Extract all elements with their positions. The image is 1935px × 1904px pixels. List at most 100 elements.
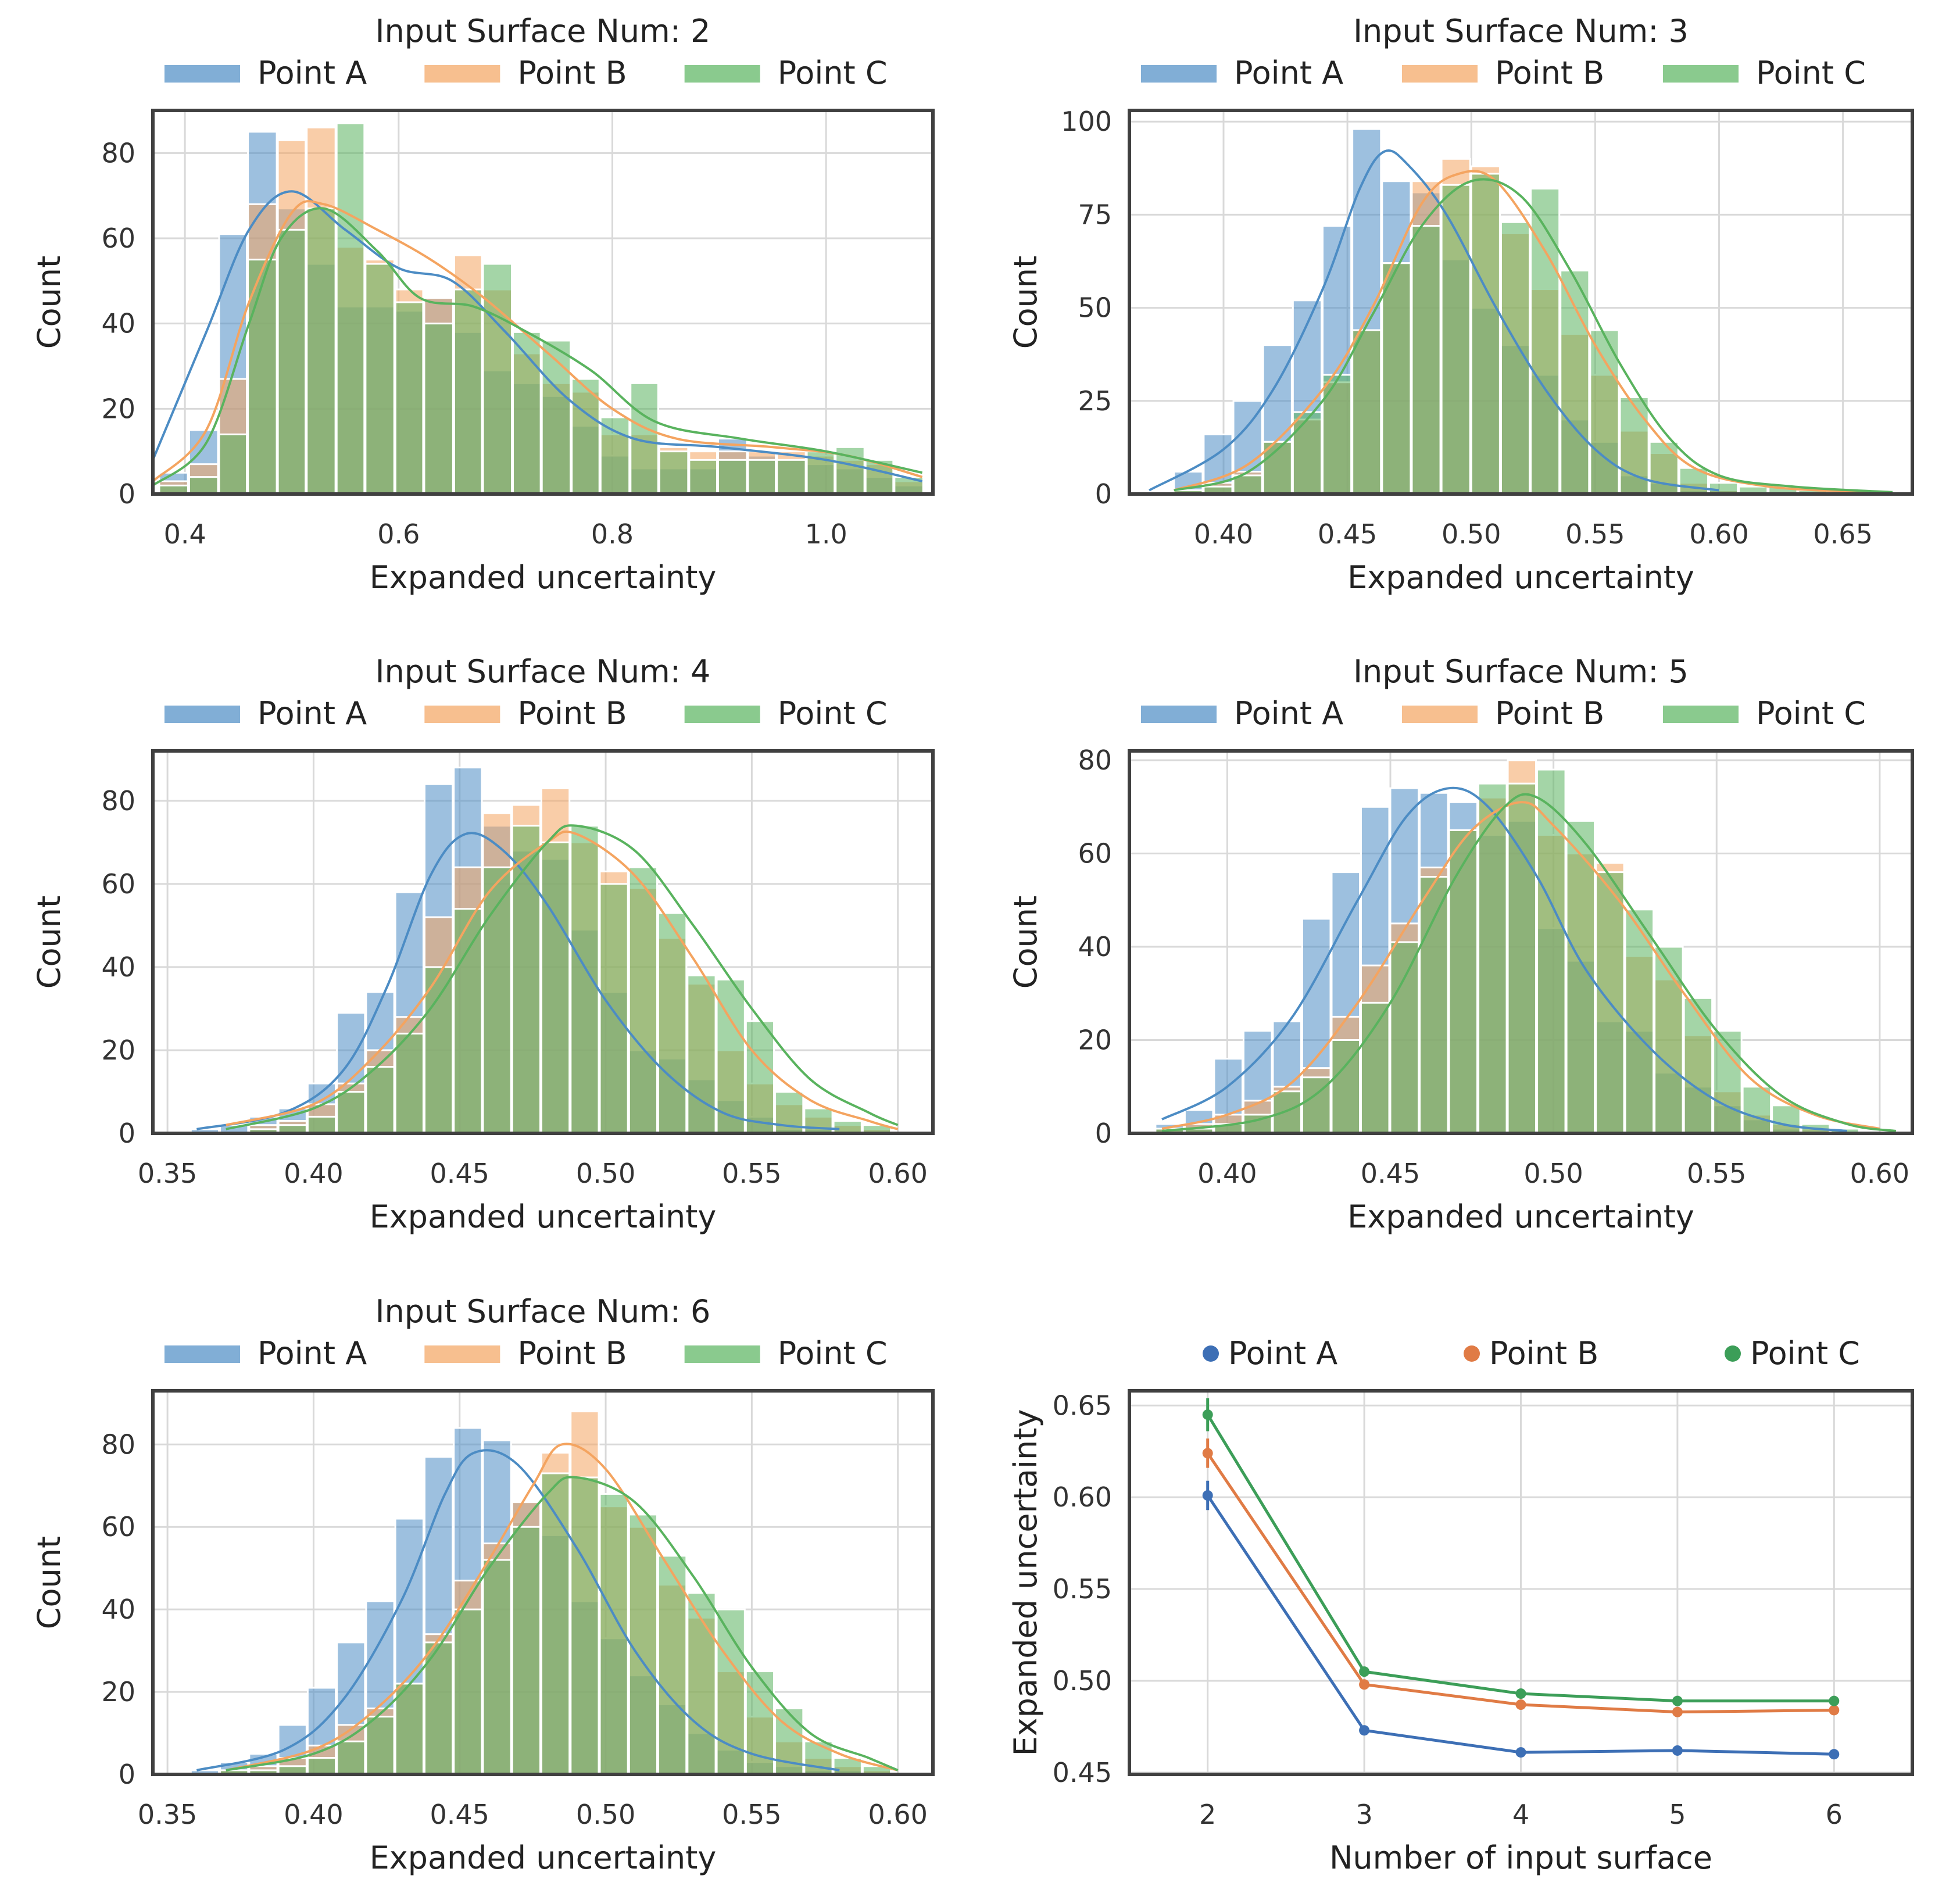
kde-point-b bbox=[1174, 170, 1868, 493]
kde-point-c bbox=[1161, 793, 1897, 1132]
plot-frame bbox=[1128, 109, 1914, 496]
kde-point-a bbox=[196, 832, 840, 1130]
bar-point-c bbox=[482, 1559, 512, 1776]
bar-point-c bbox=[336, 1090, 366, 1134]
bar-point-c bbox=[335, 122, 366, 495]
bar-point-c bbox=[277, 228, 307, 495]
y-tick-label: 0.45 bbox=[1053, 1757, 1112, 1788]
x-tick-label: 0.50 bbox=[576, 1158, 635, 1189]
legend-label: Point C bbox=[1750, 1335, 1860, 1372]
bar-point-c bbox=[1351, 329, 1382, 495]
bar-point-c bbox=[1360, 1001, 1390, 1134]
panel-1: 0.4 0.6 0.8 1.0 0 20 40 60 80 Expanded uncertaint… bbox=[31, 13, 935, 596]
chart-title: Input Surface Num: 5 bbox=[1353, 653, 1689, 690]
y-tick-label: 80 bbox=[101, 785, 135, 817]
legend: Point A Point B Point C bbox=[1141, 55, 1866, 91]
legend-swatch bbox=[1402, 65, 1478, 83]
kde-point-a bbox=[152, 190, 923, 482]
panel-6: 2 3 4 5 6 0.45 0.50 0.55 0.60 0.65 Number of input… bbox=[1007, 1335, 1914, 1876]
legend: Point A Point B Point C bbox=[1141, 695, 1866, 732]
legend-label: Point A bbox=[257, 695, 367, 732]
x-tick-label: 0.4 bbox=[164, 518, 206, 550]
legend-swatch bbox=[1141, 706, 1217, 723]
y-tick-label: 0.50 bbox=[1053, 1665, 1112, 1697]
y-axis-label: Count bbox=[31, 1536, 67, 1629]
x-tick-label: 0.40 bbox=[1194, 518, 1253, 550]
bar-point-c bbox=[599, 416, 631, 495]
x-tick-label: 0.50 bbox=[576, 1799, 635, 1830]
legend-label: Point A bbox=[257, 55, 367, 91]
x-tick-label: 0.50 bbox=[1442, 518, 1501, 550]
y-tick-label: 0 bbox=[1095, 1118, 1112, 1149]
legend-label: Point C bbox=[1756, 695, 1866, 732]
y-tick-label: 0.65 bbox=[1053, 1390, 1112, 1421]
bar-point-c bbox=[686, 1592, 717, 1776]
x-axis-label: Expanded uncertainty bbox=[370, 559, 717, 596]
bar-point-c bbox=[747, 459, 777, 495]
x-axis-label: Expanded uncertainty bbox=[370, 1198, 717, 1235]
bar-point-c bbox=[1712, 1029, 1743, 1134]
bar-point-c bbox=[306, 207, 337, 495]
legend-swatch bbox=[424, 706, 500, 723]
point-point-b bbox=[1829, 1705, 1840, 1716]
x-tick-label: 0.8 bbox=[591, 518, 634, 550]
y-tick-label: 20 bbox=[101, 393, 135, 424]
y-tick-label: 40 bbox=[101, 308, 135, 339]
x-axis-label: Expanded uncertainty bbox=[370, 1839, 717, 1876]
x-tick-label: 0.55 bbox=[722, 1799, 781, 1830]
bar-point-c bbox=[453, 1608, 483, 1776]
y-tick-label: 60 bbox=[1078, 838, 1112, 869]
panel-5: 0.35 0.40 0.45 0.50 0.55 0.60 0 20 40 60 80 Expande… bbox=[31, 1293, 935, 1876]
histogram-bars bbox=[1173, 128, 1828, 495]
point-point-c bbox=[1829, 1695, 1840, 1706]
y-tick-label: 25 bbox=[1078, 385, 1112, 417]
chart-title: Input Surface Num: 4 bbox=[375, 653, 711, 690]
bar-point-c bbox=[686, 974, 717, 1134]
legend: Point A Point B Point C bbox=[164, 55, 888, 91]
x-axis-label: Expanded uncertainty bbox=[1347, 559, 1694, 596]
point-point-a bbox=[1202, 1490, 1213, 1501]
legend-label: Point B bbox=[517, 1335, 627, 1372]
kde-point-b bbox=[226, 1443, 899, 1771]
x-tick-label: 0.45 bbox=[1318, 518, 1377, 550]
bar-point-c bbox=[1292, 411, 1322, 495]
x-tick-label: 0.35 bbox=[138, 1799, 197, 1830]
kde-point-b bbox=[1161, 801, 1880, 1130]
y-tick-label: 75 bbox=[1078, 199, 1112, 230]
y-tick-label: 60 bbox=[101, 1511, 135, 1542]
x-tick-label: 0.60 bbox=[1850, 1158, 1909, 1189]
bar-point-c bbox=[1411, 225, 1442, 495]
bar-point-c bbox=[657, 1555, 688, 1776]
legend: Point A Point B Point C bbox=[164, 695, 888, 732]
bar-point-c bbox=[1560, 270, 1590, 495]
bar-point-c bbox=[453, 288, 483, 495]
y-axis-label: Count bbox=[1007, 256, 1044, 349]
kde-point-a bbox=[196, 1449, 840, 1771]
kde-curves bbox=[1161, 786, 1897, 1132]
kde-curves bbox=[152, 190, 923, 486]
legend-swatch bbox=[684, 65, 760, 83]
kde-curves bbox=[196, 824, 899, 1130]
point-point-b bbox=[1202, 1448, 1213, 1459]
legend-label: Point A bbox=[1234, 55, 1343, 91]
bar-point-c bbox=[394, 1683, 424, 1776]
bar-point-c bbox=[540, 841, 571, 1134]
legend-swatch bbox=[164, 1345, 240, 1363]
point-point-c bbox=[1672, 1695, 1683, 1706]
bar-point-c bbox=[1771, 1104, 1801, 1134]
panel-2: 0.40 0.45 0.50 0.55 0.60 0.65 0 25 50 75 100 Expand… bbox=[1007, 13, 1914, 596]
legend-swatch bbox=[424, 1345, 500, 1363]
bar-point-c bbox=[717, 459, 748, 495]
x-axis-label: Number of input surface bbox=[1329, 1839, 1712, 1876]
legend-marker bbox=[1464, 1345, 1480, 1362]
y-tick-label: 80 bbox=[101, 137, 135, 169]
bar-point-c bbox=[776, 459, 807, 495]
x-tick-label: 0.65 bbox=[1813, 518, 1872, 550]
bar-point-c bbox=[1536, 768, 1566, 1134]
kde-point-a bbox=[1161, 786, 1848, 1132]
y-tick-label: 50 bbox=[1078, 292, 1112, 324]
y-axis-label: Expanded uncertainty bbox=[1007, 1409, 1044, 1756]
kde-point-a bbox=[1149, 149, 1719, 492]
legend-marker bbox=[1725, 1345, 1741, 1362]
y-axis-label: Count bbox=[1007, 896, 1044, 989]
